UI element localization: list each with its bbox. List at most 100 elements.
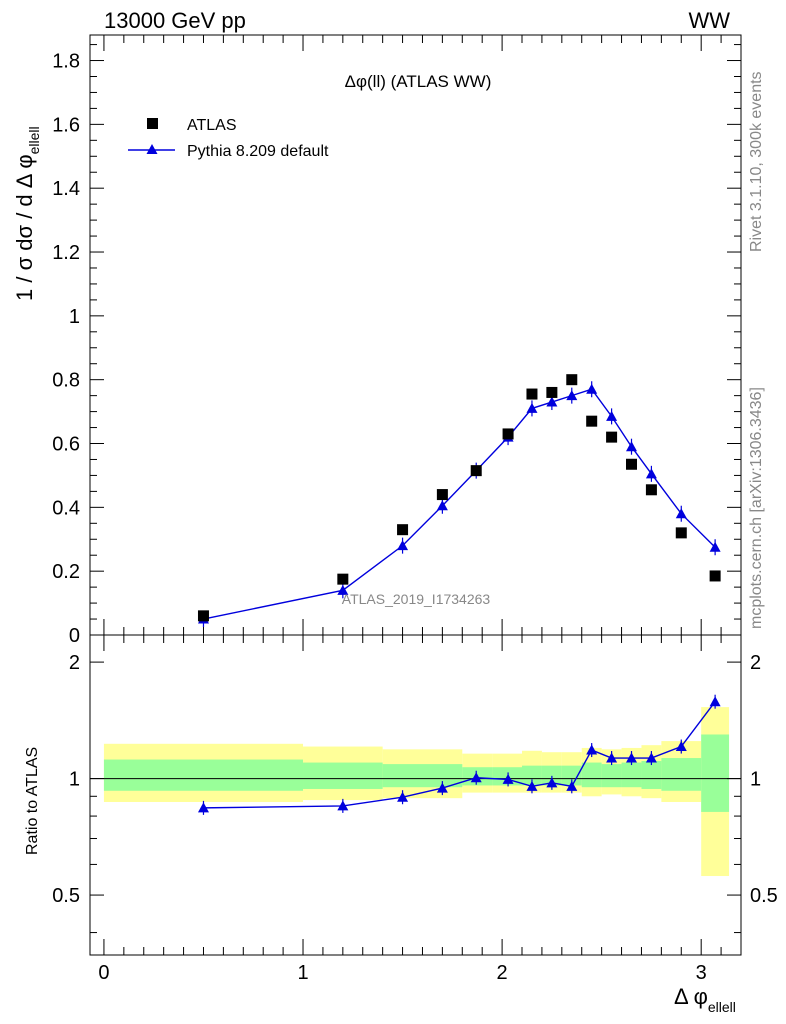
atlas-point	[197, 610, 209, 622]
atlas-point	[586, 415, 598, 427]
legend-atlas-marker	[147, 118, 158, 129]
uncertainty-band-stat	[561, 765, 582, 786]
uncertainty-band-stat	[661, 758, 702, 791]
mc-point	[586, 383, 598, 394]
mc-point	[436, 500, 448, 511]
main-ytick-label: 1.4	[52, 178, 80, 200]
xtick-label: 3	[696, 962, 707, 984]
ratio-mc-point	[502, 773, 514, 784]
x-axis-label-sub: ellell	[708, 999, 736, 1015]
atlas-point	[502, 428, 514, 440]
ratio-mc-point	[709, 696, 721, 707]
ratio-x-axis: 0 1 2 3	[98, 635, 742, 984]
y-axis-label-sub: ellell	[26, 126, 42, 154]
legend-mc-label: Pythia 8.209 default	[187, 143, 329, 160]
ratio-plot-area	[90, 694, 741, 877]
ratio-mc-point	[546, 777, 558, 788]
atlas-point	[566, 374, 578, 386]
ratio-ytick-label-right: 2	[750, 652, 761, 674]
legend-mc-marker	[146, 144, 158, 154]
main-ytick-label: 0.2	[52, 561, 80, 583]
mc-point	[709, 541, 721, 552]
main-ytick-label: 1	[69, 306, 80, 328]
ratio-ytick-label-left: 2	[69, 652, 80, 674]
main-ytick-label: 1.2	[52, 242, 80, 264]
atlas-point	[337, 573, 349, 585]
ratio-mc-point	[675, 741, 687, 752]
xtick-label: 2	[497, 962, 508, 984]
atlas-point	[526, 388, 538, 400]
ratio-mc-point	[436, 782, 448, 793]
uncertainty-band-stat	[601, 764, 622, 788]
legend: ATLAS Pythia 8.209 default	[128, 117, 329, 160]
main-ytick-label: 1.6	[52, 114, 80, 136]
main-ytick-label: 1.8	[52, 51, 80, 73]
ratio-mc-point	[337, 800, 349, 811]
ratio-mc-point	[197, 802, 209, 813]
ratio-mc-point	[566, 780, 578, 791]
main-ytick-label: 0.4	[52, 497, 80, 519]
main-panel: 0.2 0.4 0.6 0.8 1 1.2 1.4 1.6 1.8 0 Δφ(ll) (ATLAS…	[12, 34, 742, 647]
atlas-point	[397, 524, 409, 536]
y-axis-label: 1 / σ dσ / d Δ φellell	[12, 126, 42, 301]
mc-line	[203, 388, 716, 620]
ratio-ytick-label-right: 0.5	[750, 885, 778, 907]
mc-point	[645, 468, 657, 479]
x-axis-label-main: Δ φ	[674, 984, 708, 1009]
main-x-ticks	[103, 35, 742, 635]
mc-point	[546, 396, 558, 407]
uncertainty-band-stat	[581, 762, 602, 788]
main-ytick-label: 0.6	[52, 434, 80, 456]
main-ytick-label-zero: 0	[69, 625, 80, 647]
uncertainty-band-stat	[522, 765, 542, 786]
atlas-point	[546, 386, 558, 398]
mc-point	[675, 508, 687, 519]
ratio-ytick-label-left: 0.5	[52, 885, 80, 907]
uncertainty-band-stat	[641, 761, 662, 789]
atlas-point	[606, 431, 618, 443]
mc-point	[626, 441, 638, 452]
rivet-label: Rivet 3.1.10, 300k events	[748, 71, 765, 252]
uncertainty-band-stat	[303, 762, 383, 789]
mc-point	[606, 410, 618, 421]
y-axis-label-main: 1 / σ dσ / d Δ φ	[12, 154, 37, 301]
mc-point	[566, 390, 578, 401]
ratio-mc-point	[586, 744, 598, 755]
atlas-point	[626, 458, 638, 470]
ratio-mc-point	[526, 780, 538, 791]
main-plot-area	[197, 374, 721, 628]
ratio-y-axis: 0.5 0.5 1 1 2 2	[52, 652, 778, 934]
main-y-axis: 0.2 0.4 0.6 0.8 1 1.2 1.4 1.6 1.8 0	[52, 44, 741, 647]
header-left: 13000 GeV pp	[104, 8, 246, 33]
mc-point	[337, 584, 349, 595]
mc-point	[397, 540, 409, 551]
header-right: WW	[688, 8, 730, 33]
mcplots-label: mcplots.cern.ch [arXiv:1306.3436]	[748, 387, 765, 629]
ratio-panel: 0.5 0.5 1 1 2 2 0 1 2 3 Ratio to ATLAS Δ φellell	[24, 634, 778, 1015]
atlas-point	[470, 465, 482, 477]
mc-point	[526, 402, 538, 413]
ratio-mc-point	[397, 791, 409, 802]
plot-title: Δφ(ll) (ATLAS WW)	[345, 72, 492, 91]
legend-atlas-label: ATLAS	[187, 117, 237, 134]
ratio-ytick-label-left: 1	[69, 769, 80, 791]
xtick-label: 1	[297, 962, 308, 984]
atlas-point	[709, 570, 721, 582]
ratio-mc-point	[626, 752, 638, 763]
ratio-mc-point	[606, 752, 618, 763]
main-ytick-label: 0.8	[52, 370, 80, 392]
uncertainty-band-stat	[621, 762, 642, 788]
uncertainty-band-stat	[541, 765, 562, 786]
ratio-y-axis-label: Ratio to ATLAS	[24, 747, 41, 855]
ratio-ytick-label-right: 1	[750, 769, 761, 791]
xtick-label: 0	[98, 962, 109, 984]
ratio-mc-point	[470, 772, 482, 783]
uncertainty-band-stat	[103, 759, 304, 791]
watermark: ATLAS_2019_I1734263	[342, 591, 491, 607]
atlas-point	[645, 484, 657, 496]
ratio-frame	[89, 634, 742, 956]
uncertainty-band-stat	[701, 734, 730, 812]
atlas-point	[675, 527, 687, 539]
uncertainty-band-stat	[382, 764, 463, 788]
